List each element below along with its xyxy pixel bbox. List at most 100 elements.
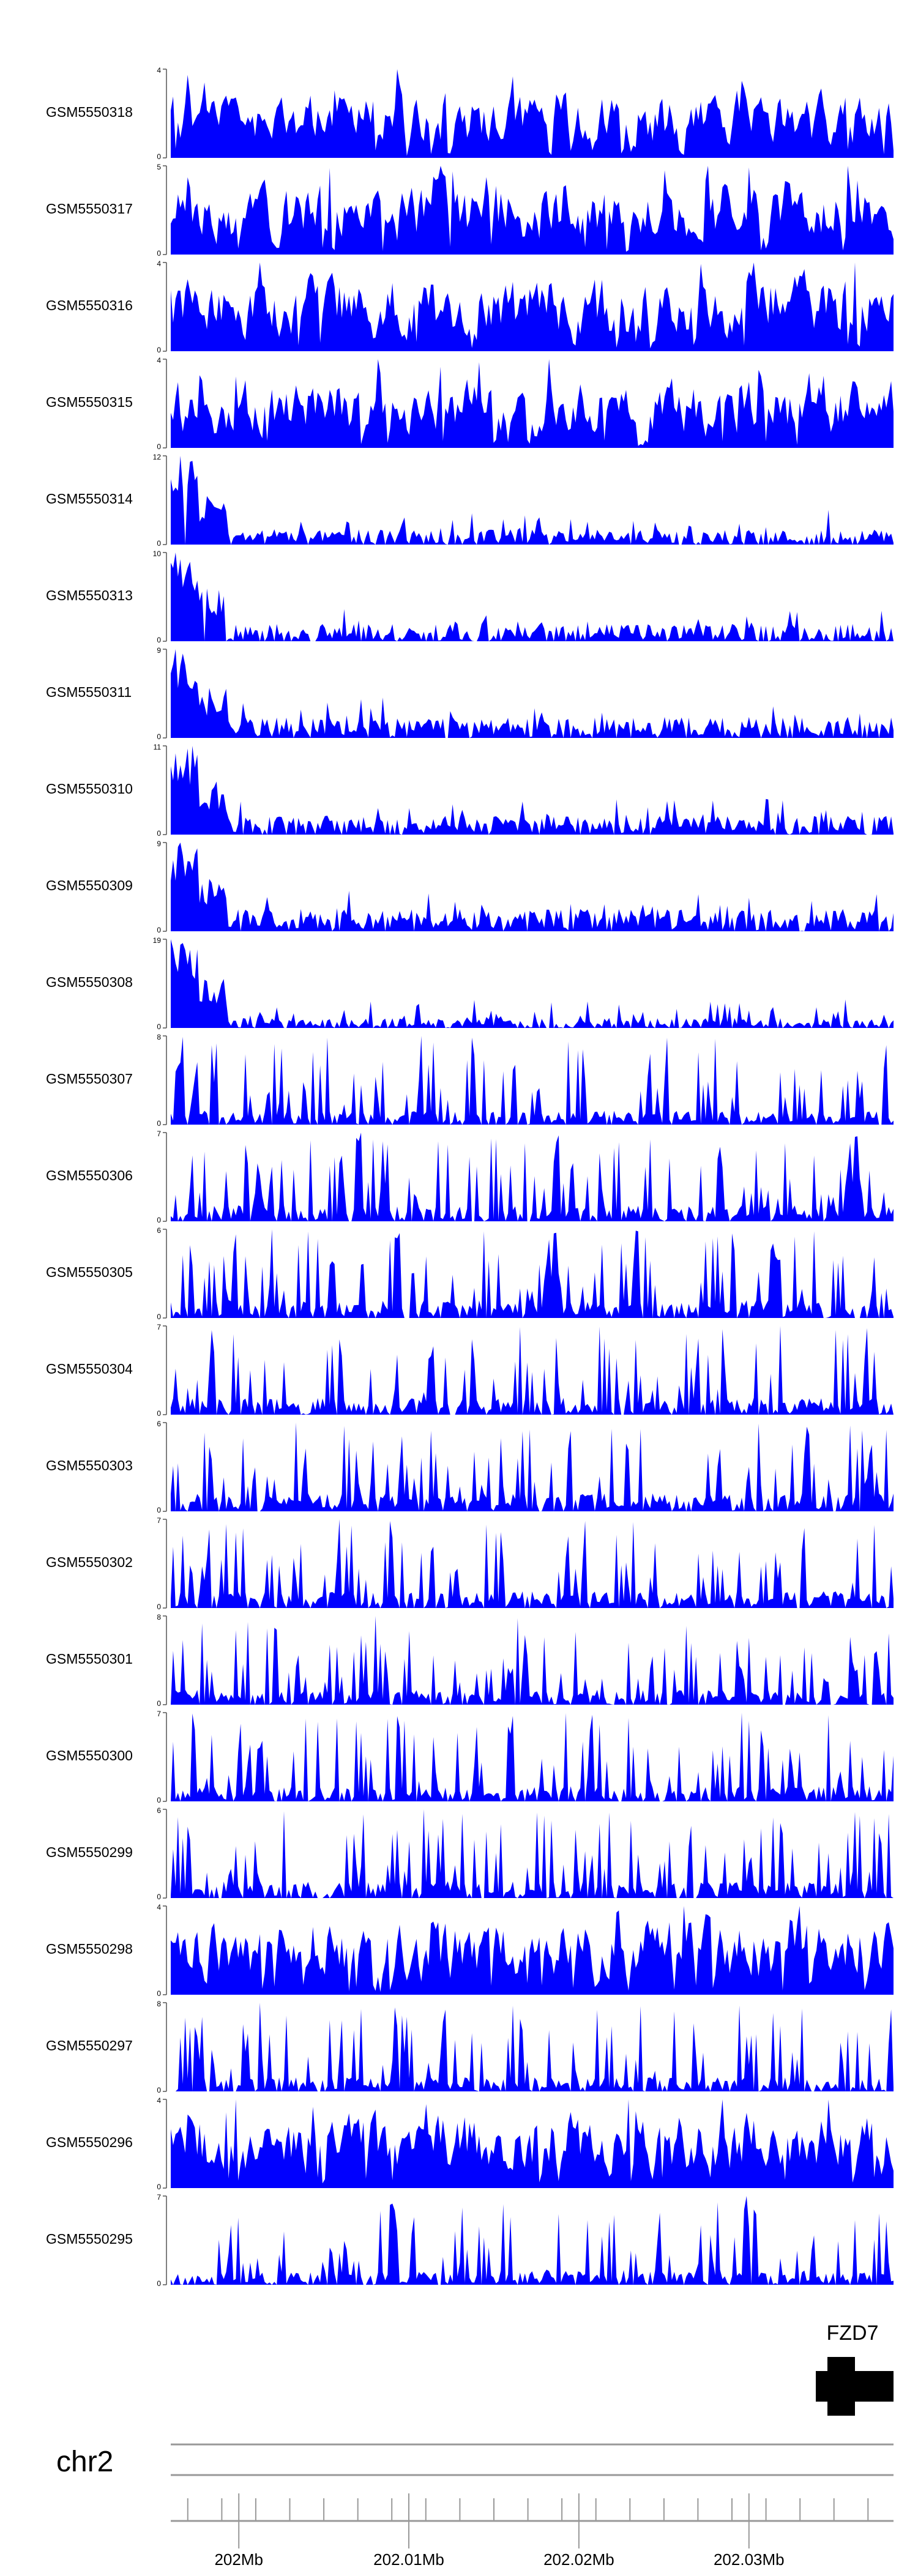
tick-label: 202.02Mb bbox=[543, 2550, 614, 2569]
coverage-tracks: GSM555031840GSM555031750GSM555031640GSM5… bbox=[46, 66, 894, 2288]
y-max-label: 6 bbox=[157, 1420, 161, 1428]
gene-exon-main bbox=[827, 2357, 855, 2416]
track-GSM5550309: GSM5550309 9 0 bbox=[46, 839, 894, 934]
track-GSM5550314: GSM5550314 12 0 bbox=[46, 453, 894, 548]
gene-annotation-track: FZD7 bbox=[816, 2321, 894, 2416]
y-min-label: 0 bbox=[157, 1216, 161, 1224]
tick-label: 202Mb bbox=[214, 2550, 263, 2569]
y-min-label: 0 bbox=[157, 1603, 161, 1611]
y-max-label: 7 bbox=[157, 1516, 161, 1525]
y-min-label: 0 bbox=[157, 2086, 161, 2094]
y-max-label: 4 bbox=[157, 2096, 161, 2105]
coverage-area bbox=[171, 843, 894, 931]
genome-axis: chr2 202Mb 202.01Mb 202.02Mb 202.03Mb bbox=[56, 2443, 894, 2569]
track-label: GSM5550297 bbox=[46, 2038, 133, 2053]
track-label: GSM5550299 bbox=[46, 1844, 133, 1860]
track-label: GSM5550307 bbox=[46, 1071, 133, 1087]
coverage-area bbox=[171, 1133, 894, 1221]
track-GSM5550301: GSM5550301 8 0 bbox=[46, 1613, 894, 1708]
track-GSM5550298: GSM5550298 4 0 bbox=[46, 1903, 894, 1998]
y-min-label: 0 bbox=[157, 1989, 161, 1998]
y-max-label: 7 bbox=[157, 2193, 161, 2202]
track-GSM5550310: GSM5550310 11 0 bbox=[46, 743, 894, 838]
coverage-area bbox=[171, 1229, 894, 1318]
track-label: GSM5550304 bbox=[46, 1361, 133, 1377]
track-GSM5550307: GSM5550307 8 0 bbox=[46, 1033, 894, 1128]
track-GSM5550304: GSM5550304 7 0 bbox=[46, 1323, 894, 1418]
gene-label: FZD7 bbox=[827, 2321, 879, 2345]
track-GSM5550295: GSM5550295 7 0 bbox=[46, 2193, 894, 2288]
y-min-label: 0 bbox=[157, 1699, 161, 1708]
coverage-area bbox=[171, 2196, 894, 2285]
coverage-area bbox=[171, 262, 894, 351]
y-max-label: 8 bbox=[157, 1033, 161, 1041]
coverage-area bbox=[171, 1616, 894, 1705]
coverage-area bbox=[171, 69, 894, 158]
gene-exon-left bbox=[816, 2371, 828, 2402]
y-max-label: 19 bbox=[153, 936, 162, 945]
track-GSM5550296: GSM5550296 4 0 bbox=[46, 2096, 894, 2191]
track-label: GSM5550306 bbox=[46, 1167, 133, 1183]
y-min-label: 0 bbox=[157, 1022, 161, 1031]
y-max-label: 8 bbox=[157, 2000, 161, 2008]
track-GSM5550316: GSM5550316 4 0 bbox=[46, 259, 894, 354]
y-min-label: 0 bbox=[157, 636, 161, 644]
track-label: GSM5550302 bbox=[46, 1554, 133, 1570]
y-min-label: 0 bbox=[157, 1893, 161, 1901]
coverage-area bbox=[171, 1519, 894, 1608]
y-min-label: 0 bbox=[157, 539, 161, 548]
y-max-label: 4 bbox=[157, 356, 161, 365]
track-label: GSM5550314 bbox=[46, 491, 133, 507]
y-max-label: 6 bbox=[157, 1806, 161, 1815]
y-max-label: 4 bbox=[157, 259, 161, 268]
track-label: GSM5550300 bbox=[46, 1748, 133, 1763]
y-min-label: 0 bbox=[157, 442, 161, 451]
y-max-label: 5 bbox=[157, 163, 161, 171]
gene-exon-right bbox=[854, 2371, 894, 2402]
y-min-label: 0 bbox=[157, 926, 161, 934]
y-max-label: 10 bbox=[153, 549, 162, 558]
chromosome-label: chr2 bbox=[56, 2446, 113, 2478]
coverage-area bbox=[171, 1423, 894, 1511]
y-min-label: 0 bbox=[157, 2183, 161, 2191]
coverage-area bbox=[171, 359, 894, 448]
coverage-area bbox=[171, 1809, 894, 1898]
axis-ticks: 202Mb 202.01Mb 202.02Mb 202.03Mb bbox=[187, 2493, 869, 2569]
y-min-label: 0 bbox=[157, 1119, 161, 1128]
track-label: GSM5550301 bbox=[46, 1651, 133, 1667]
track-label: GSM5550298 bbox=[46, 1941, 133, 1957]
y-max-label: 4 bbox=[157, 1903, 161, 1912]
y-min-label: 0 bbox=[157, 1409, 161, 1418]
y-min-label: 0 bbox=[157, 152, 161, 161]
track-GSM5550303: GSM5550303 6 0 bbox=[46, 1420, 894, 1514]
y-min-label: 0 bbox=[157, 829, 161, 838]
track-label: GSM5550303 bbox=[46, 1457, 133, 1473]
coverage-area bbox=[171, 1036, 894, 1125]
coverage-area bbox=[171, 649, 894, 738]
track-label: GSM5550316 bbox=[46, 297, 133, 313]
track-GSM5550317: GSM5550317 5 0 bbox=[46, 163, 894, 258]
track-GSM5550299: GSM5550299 6 0 bbox=[46, 1806, 894, 1901]
coverage-area bbox=[171, 553, 894, 641]
track-label: GSM5550313 bbox=[46, 587, 133, 603]
track-label: GSM5550311 bbox=[46, 684, 132, 700]
track-GSM5550315: GSM5550315 4 0 bbox=[46, 356, 894, 451]
coverage-area bbox=[171, 2099, 894, 2188]
coverage-area bbox=[171, 1326, 894, 1415]
track-label: GSM5550305 bbox=[46, 1264, 133, 1280]
y-max-label: 4 bbox=[157, 66, 161, 75]
tick-label: 202.01Mb bbox=[373, 2550, 444, 2569]
track-label: GSM5550296 bbox=[46, 2134, 133, 2150]
coverage-area bbox=[171, 166, 894, 255]
track-GSM5550318: GSM5550318 4 0 bbox=[46, 66, 894, 161]
y-min-label: 0 bbox=[157, 1312, 161, 1321]
track-label: GSM5550295 bbox=[46, 2231, 133, 2247]
y-max-label: 9 bbox=[157, 646, 161, 655]
y-max-label: 9 bbox=[157, 839, 161, 848]
y-max-label: 7 bbox=[157, 1130, 161, 1138]
y-max-label: 6 bbox=[157, 1226, 161, 1235]
coverage-area bbox=[171, 939, 894, 1028]
track-GSM5550297: GSM5550297 8 0 bbox=[46, 2000, 894, 2094]
track-label: GSM5550318 bbox=[46, 104, 133, 120]
